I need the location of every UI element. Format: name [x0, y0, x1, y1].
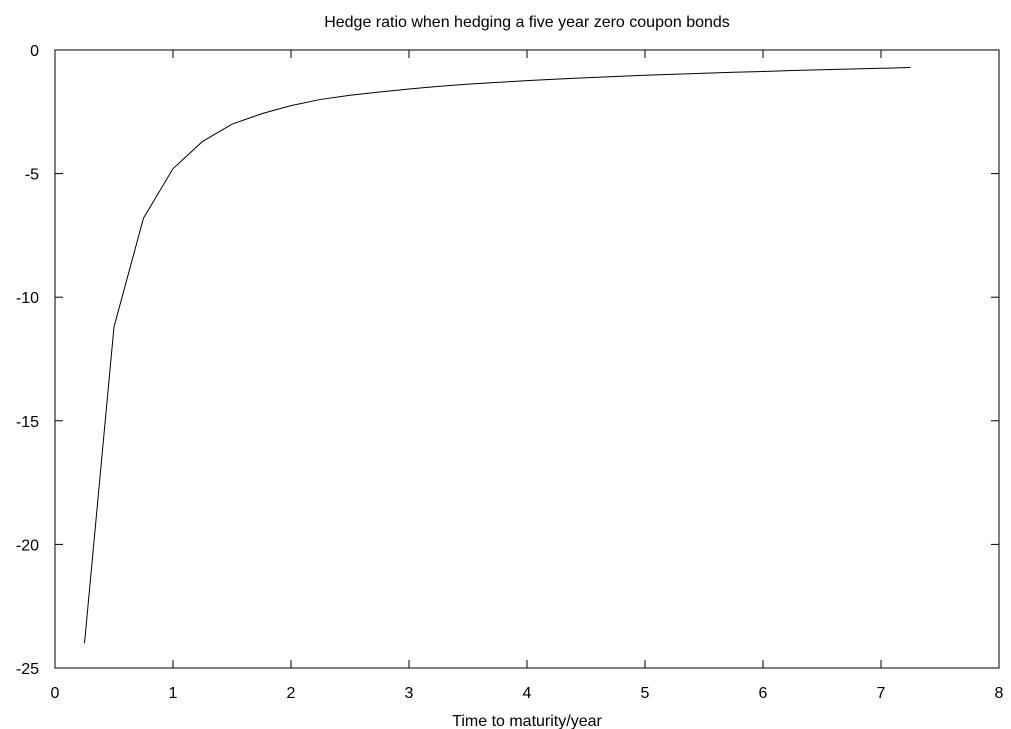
- y-tick-label: -20: [16, 537, 39, 554]
- x-tick-label: 4: [523, 685, 532, 702]
- x-tick-label: 5: [641, 685, 650, 702]
- x-tick-label: 1: [169, 685, 178, 702]
- y-tick-label: -10: [16, 290, 39, 307]
- y-tick-label: 0: [30, 43, 39, 60]
- x-axis-ticks: 0 1 2 3 4 5 6 7 8: [51, 50, 1004, 702]
- y-tick-label: -25: [16, 661, 39, 678]
- series-line: [84, 67, 911, 644]
- x-tick-label: 8: [995, 685, 1004, 702]
- y-axis-ticks: -25 -20 -15 -10 -5 0: [16, 43, 999, 678]
- x-tick-label: 2: [287, 685, 296, 702]
- x-axis-label: Time to maturity/year: [452, 713, 602, 729]
- y-tick-label: -5: [25, 167, 39, 184]
- y-tick-label: -15: [16, 414, 39, 431]
- plot-frame: [54, 49, 1000, 669]
- chart-title: Hedge ratio when hedging a five year zer…: [324, 14, 730, 31]
- x-tick-label: 3: [405, 685, 414, 702]
- x-tick-label: 0: [51, 685, 60, 702]
- series-layer: [84, 67, 911, 644]
- x-tick-label: 6: [759, 685, 768, 702]
- x-tick-label: 7: [877, 685, 886, 702]
